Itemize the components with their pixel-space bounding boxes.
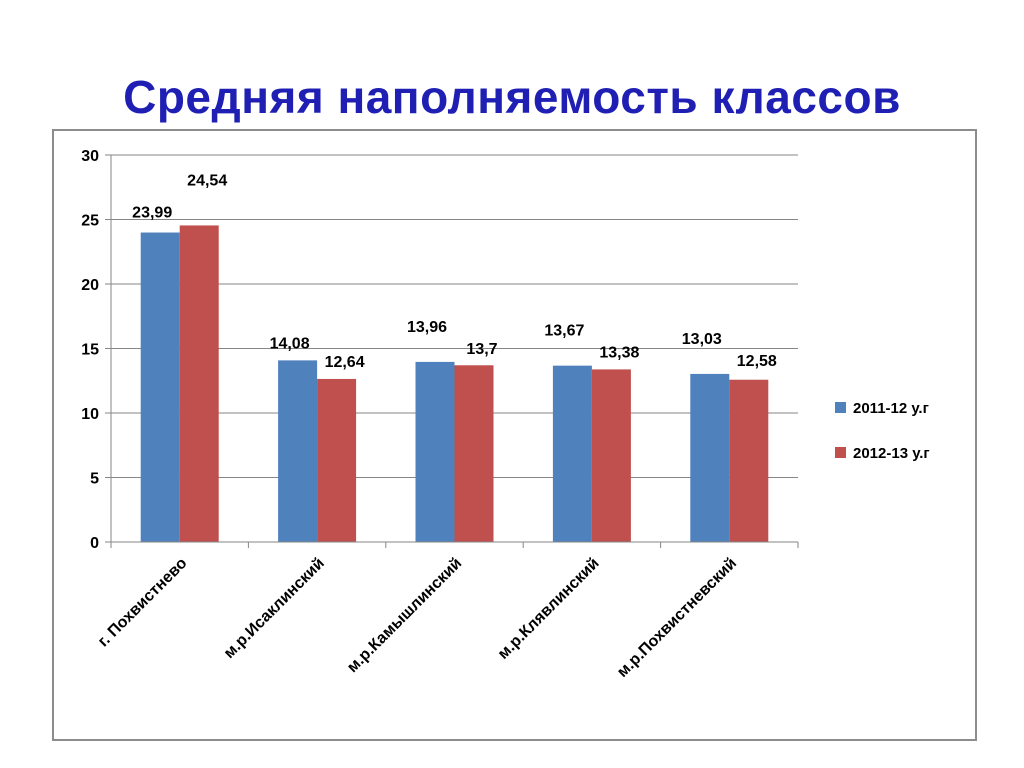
chart-frame: 0 5 10 15 20 25 30 23,99 14,08 13,96 13,67 13,03 24,… <box>52 129 977 741</box>
x-category-label: г. Похвистнево <box>95 555 191 651</box>
data-label: 13,96 <box>407 319 447 336</box>
y-tick-label: 20 <box>81 277 99 294</box>
legend-label: 2012-13 у.г <box>853 445 930 462</box>
data-label: 24,54 <box>187 172 227 189</box>
x-category-label: м.р.Исаклинский <box>221 555 328 662</box>
data-label: 23,99 <box>132 204 172 221</box>
bar-2-1 <box>179 225 219 542</box>
bar-1-3 <box>415 361 455 542</box>
data-label: 12,58 <box>737 353 777 370</box>
bar-1-2 <box>278 360 318 542</box>
data-label: 13,7 <box>466 341 497 358</box>
bar-1-5 <box>690 373 730 542</box>
x-category-label: м.р.Клявлинский <box>495 555 603 663</box>
bar-2-4 <box>591 369 631 542</box>
bar-2-5 <box>729 379 769 542</box>
slide-title: Средняя наполняемость классов <box>123 71 901 123</box>
y-tick-label: 10 <box>81 406 99 423</box>
bar-chart: 0 5 10 15 20 25 30 23,99 14,08 13,96 13,67 13,03 24,… <box>81 148 930 681</box>
bar-2-3 <box>454 365 494 542</box>
data-label: 13,03 <box>682 331 722 348</box>
legend-swatch <box>835 447 846 458</box>
data-label: 12,64 <box>325 354 365 371</box>
y-tick-label: 15 <box>81 342 99 359</box>
data-label: 13,67 <box>544 323 584 340</box>
legend-label: 2011-12 у.г <box>853 400 929 417</box>
data-label: 13,38 <box>599 345 639 362</box>
bar-2-2 <box>317 378 357 542</box>
data-label: 14,08 <box>270 335 310 352</box>
bar-1-4 <box>552 365 592 542</box>
y-tick-label: 5 <box>90 471 99 488</box>
y-tick-label: 0 <box>90 535 99 552</box>
legend-swatch <box>835 402 846 413</box>
y-tick-label: 30 <box>81 148 99 165</box>
x-category-label: м.р.Камышлинский <box>344 555 465 676</box>
y-tick-label: 25 <box>81 213 99 230</box>
x-category-label: м.р.Похвистневский <box>614 555 740 681</box>
bar-1-1 <box>140 232 180 542</box>
